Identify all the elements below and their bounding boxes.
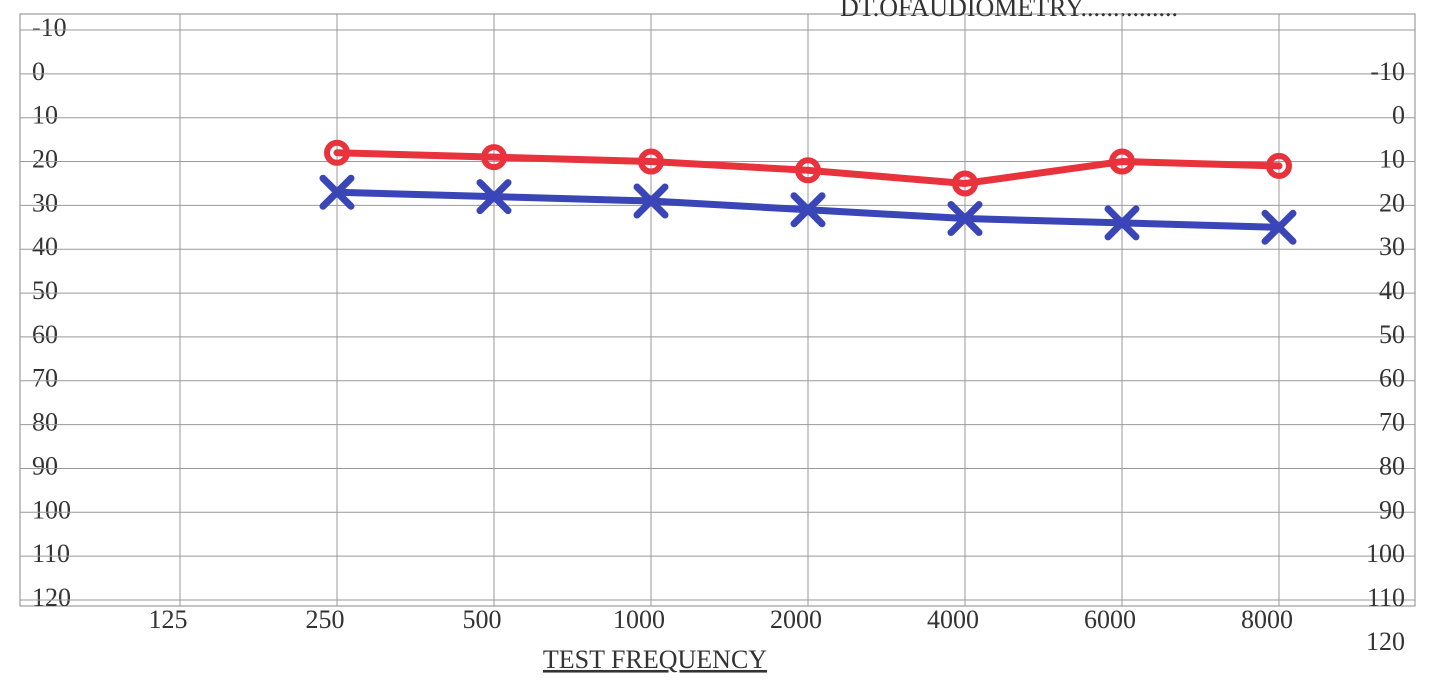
y-tick-label: 120	[32, 583, 71, 612]
series-line	[333, 149, 1283, 187]
y2-tick-label: 60	[1379, 364, 1405, 393]
y-tick-label: 100	[32, 495, 71, 524]
x-tick-label: 2000	[770, 605, 822, 634]
y2-tick-label: 20	[1379, 188, 1405, 217]
x-tick-label: 250	[306, 605, 345, 634]
y-tick-label: -10	[32, 13, 67, 42]
circle-marker	[952, 170, 978, 197]
x-tick-label: 4000	[927, 605, 979, 634]
y-tick-label: 10	[32, 101, 58, 130]
y-tick-label: 70	[32, 364, 58, 393]
y-tick-label: 40	[32, 232, 58, 261]
y2-tick-label: 40	[1379, 276, 1405, 305]
cross-marker	[319, 174, 355, 210]
y2-tick-label: 100	[1366, 539, 1405, 568]
x-tick-label: 8000	[1241, 605, 1293, 634]
cross-marker	[1104, 205, 1140, 241]
y-tick-label: 20	[32, 145, 58, 174]
circle-marker	[481, 144, 507, 171]
cross-marker	[476, 179, 512, 215]
cross-marker	[790, 192, 826, 228]
y-tick-label: 60	[32, 320, 58, 349]
y-tick-label: 90	[32, 451, 58, 480]
y-tick-label: 110	[32, 539, 70, 568]
y2-tick-label: 50	[1379, 320, 1405, 349]
y2-tick-label: -10	[1370, 57, 1405, 86]
cross-marker	[1261, 209, 1297, 245]
chart-title: DT.OFAUDIOMETRY...............	[840, 0, 1178, 22]
cross-marker	[947, 201, 983, 237]
y2-tick-label: 80	[1379, 451, 1405, 480]
circle-marker	[795, 157, 821, 184]
y-tick-label: 80	[32, 408, 58, 437]
plot-frame	[19, 13, 1416, 607]
x-tick-label: 500	[463, 605, 502, 634]
cross-marker	[633, 183, 669, 219]
y-tick-label: 30	[32, 188, 58, 217]
circle-marker	[638, 148, 664, 175]
y-tick-label: 50	[32, 276, 58, 305]
circle-marker	[1109, 148, 1135, 175]
x-tick-label: 6000	[1084, 605, 1136, 634]
y2-tick-label: 70	[1379, 408, 1405, 437]
x-tick-label: 125	[149, 605, 188, 634]
x-tick-label: 1000	[613, 605, 665, 634]
circle-marker	[324, 139, 350, 166]
y2-tick-label: 30	[1379, 232, 1405, 261]
y-tick-label: 0	[32, 57, 45, 86]
x-axis-label: TEST FREQUENCY	[543, 645, 767, 674]
y2-tick-label: 0	[1392, 101, 1405, 130]
y2-tick-label: 10	[1379, 145, 1405, 174]
y2-tick-label: 110	[1367, 583, 1405, 612]
y2-tick-label: 90	[1379, 495, 1405, 524]
y2-tick-label: 120	[1366, 627, 1405, 656]
circle-marker	[1266, 152, 1292, 179]
